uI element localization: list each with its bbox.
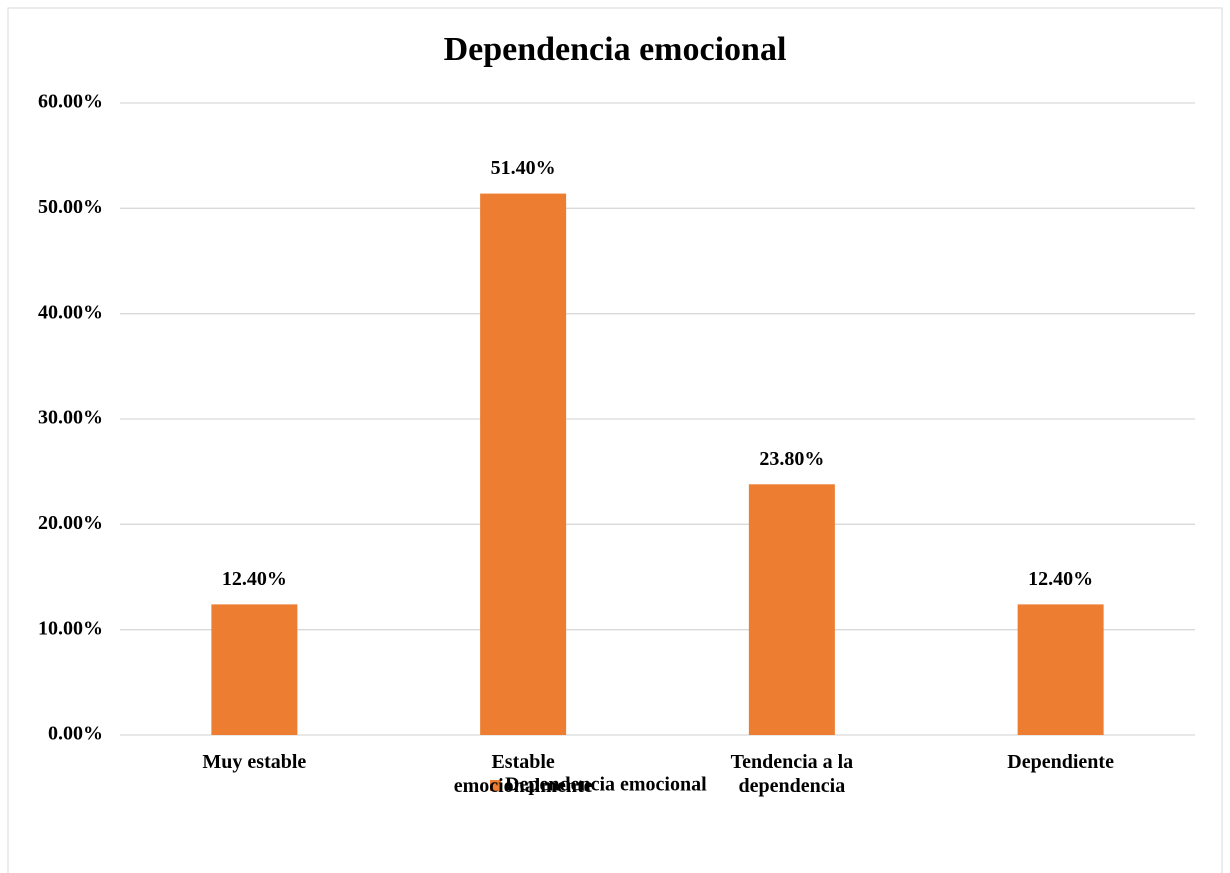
- bar: [211, 604, 298, 735]
- chart-border: [7, 7, 1223, 873]
- y-tick-label: 20.00%: [38, 512, 103, 534]
- legend-label: Dependencia emocional: [505, 774, 707, 796]
- legend-swatch: [490, 780, 501, 791]
- bar: [480, 193, 567, 735]
- data-label: 51.40%: [491, 157, 556, 179]
- x-tick-label: Tendencia a la dependencia: [730, 751, 854, 797]
- data-label: 23.80%: [759, 448, 824, 470]
- y-tick-label: 60.00%: [38, 91, 103, 113]
- data-label: 12.40%: [1028, 568, 1093, 590]
- data-label: 12.40%: [222, 568, 287, 590]
- bar: [1017, 604, 1104, 735]
- x-tick-label: Muy estable: [202, 751, 307, 773]
- y-tick-label: 10.00%: [38, 617, 103, 639]
- y-tick-label: 0.00%: [48, 723, 103, 745]
- bar: [748, 484, 835, 735]
- chart-title: Dependencia emocional: [444, 31, 787, 68]
- x-tick-label: Estable emocionalmente: [453, 751, 593, 797]
- x-tick-label: Dependiente: [1007, 751, 1114, 773]
- y-tick-label: 50.00%: [38, 196, 103, 218]
- y-tick-label: 30.00%: [38, 407, 103, 429]
- y-tick-label: 40.00%: [38, 301, 103, 323]
